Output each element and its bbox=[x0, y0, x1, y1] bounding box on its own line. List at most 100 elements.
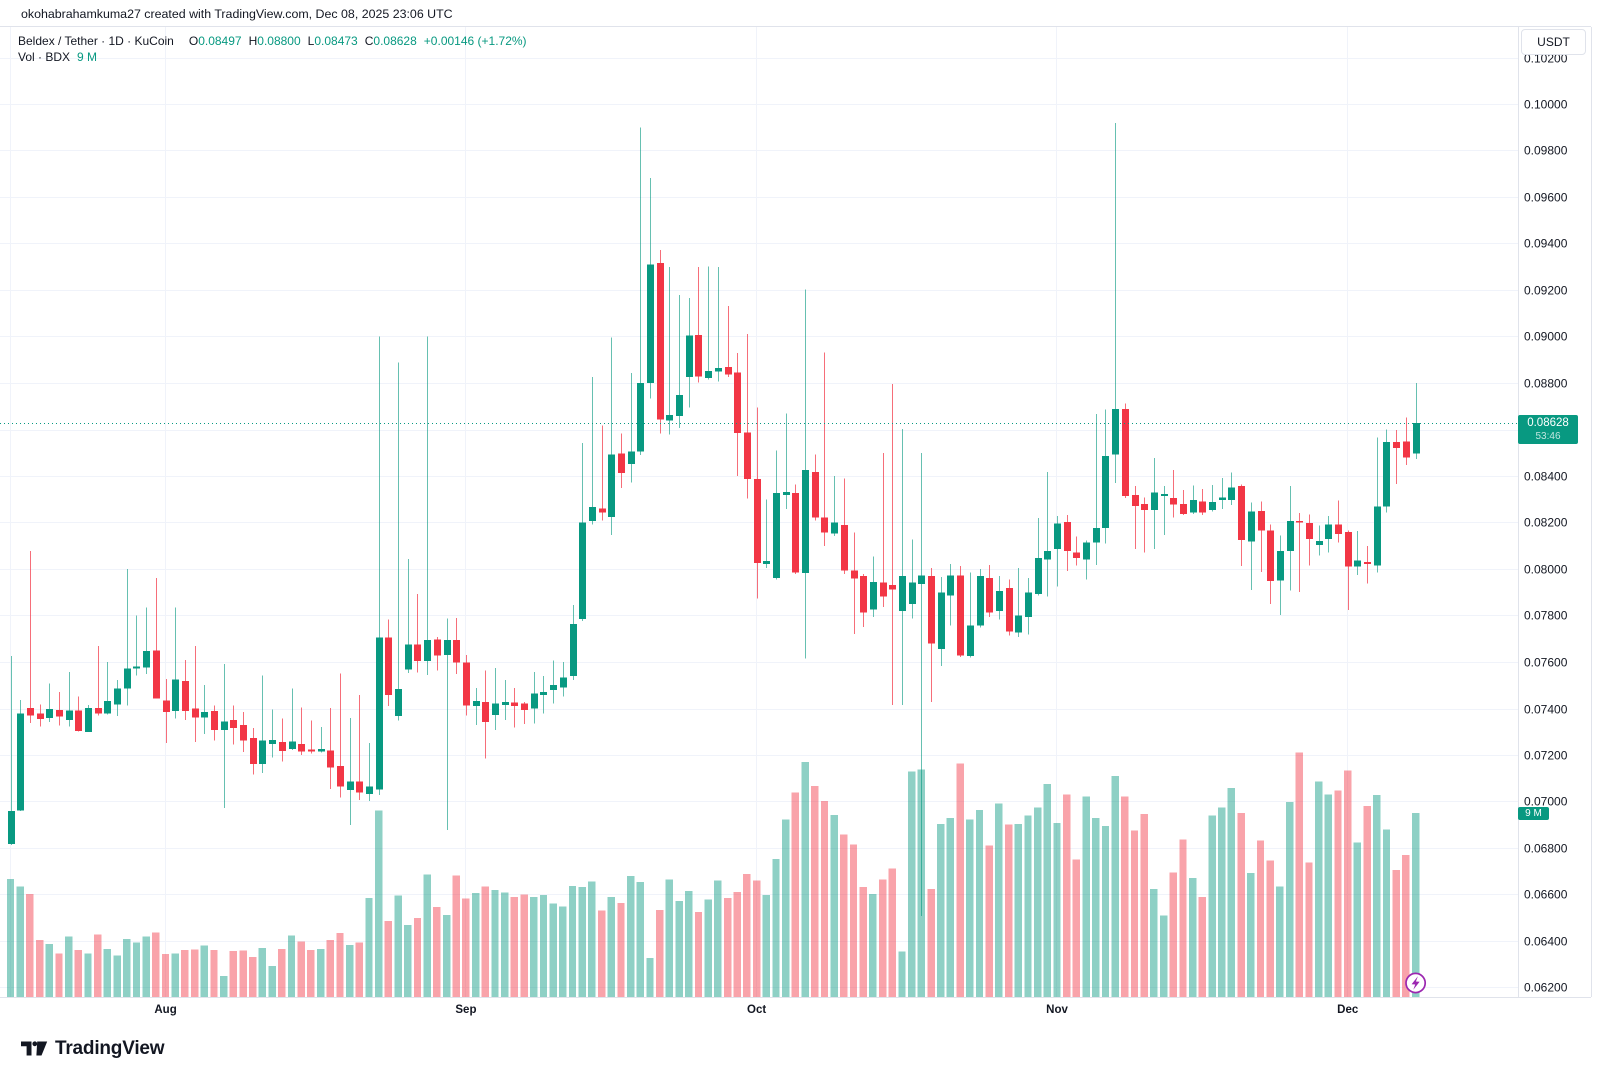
candle-body bbox=[192, 708, 199, 718]
price-tick-label[interactable]: 0.10000 bbox=[1524, 98, 1568, 112]
volume-bar bbox=[161, 954, 170, 997]
candle-body bbox=[550, 685, 557, 690]
candle-body bbox=[802, 469, 809, 574]
candle-body bbox=[967, 625, 974, 656]
candle-body bbox=[250, 738, 257, 764]
candle-body bbox=[1083, 542, 1090, 560]
price-tick-label[interactable]: 0.09400 bbox=[1524, 237, 1568, 251]
candle-body bbox=[1219, 497, 1226, 500]
chart-legend: Beldex / Tether · 1D · KuCoin O0.08497 H0.… bbox=[18, 33, 527, 65]
volume-bar bbox=[772, 858, 780, 997]
time-axis-label[interactable]: Dec bbox=[1337, 1004, 1359, 1016]
time-axis-label[interactable]: Sep bbox=[455, 1004, 476, 1016]
volume-bar bbox=[268, 966, 276, 997]
price-tick-label[interactable]: 0.09200 bbox=[1524, 284, 1568, 298]
symbol-title[interactable]: Beldex / Tether · 1D · KuCoin bbox=[18, 34, 174, 48]
price-tick-label[interactable]: 0.07600 bbox=[1524, 656, 1568, 670]
candle-body bbox=[1102, 456, 1109, 528]
volume-bar bbox=[462, 898, 470, 997]
volume-bar bbox=[520, 894, 528, 997]
volume-title[interactable]: Vol · BDX bbox=[18, 50, 71, 64]
price-tick-label[interactable]: 0.09000 bbox=[1524, 330, 1568, 344]
price-tick-label[interactable]: 0.07000 bbox=[1524, 795, 1568, 809]
candle-body bbox=[230, 719, 237, 728]
candle-body bbox=[763, 560, 770, 564]
candle-body bbox=[37, 713, 44, 719]
volume-bar bbox=[927, 889, 935, 997]
price-tick-label[interactable]: 0.06800 bbox=[1524, 842, 1568, 856]
volume-bar bbox=[1072, 859, 1081, 997]
price-tick-label[interactable]: 0.08000 bbox=[1524, 563, 1568, 577]
price-tick-label[interactable]: 0.07400 bbox=[1524, 703, 1568, 717]
volume-bar bbox=[1082, 796, 1090, 997]
candle-body bbox=[163, 700, 170, 712]
volume-bar bbox=[1130, 830, 1139, 997]
candle-body bbox=[1325, 524, 1332, 540]
candle-body bbox=[17, 713, 24, 811]
ohlc-letter: H bbox=[248, 34, 258, 48]
candle-body bbox=[1015, 615, 1022, 633]
candle-body bbox=[308, 749, 315, 752]
tradingview-logo[interactable]: TradingView bbox=[21, 1038, 165, 1060]
candle-body bbox=[104, 701, 111, 714]
time-axis-label[interactable]: Oct bbox=[747, 1004, 766, 1016]
volume-bar bbox=[530, 896, 538, 997]
lightning-bolt-icon[interactable] bbox=[1405, 972, 1427, 994]
candle-body bbox=[792, 492, 799, 573]
price-tick-label[interactable]: 0.07800 bbox=[1524, 609, 1568, 623]
volume-bar bbox=[1237, 813, 1245, 997]
candle-body bbox=[918, 575, 925, 584]
volume-bar bbox=[1256, 840, 1265, 997]
currency-toggle-button[interactable]: USDT bbox=[1521, 29, 1586, 55]
volume-bar bbox=[113, 955, 121, 997]
volume-bar bbox=[278, 948, 286, 997]
candle-body bbox=[637, 382, 644, 452]
volume-bar bbox=[675, 900, 683, 997]
candle-body bbox=[153, 650, 160, 699]
candle-body bbox=[492, 703, 499, 716]
price-tick-label[interactable]: 0.06600 bbox=[1524, 888, 1568, 902]
time-axis-label[interactable]: Nov bbox=[1046, 1004, 1068, 1016]
candle-body bbox=[676, 395, 683, 417]
lightning-bolt bbox=[1411, 976, 1420, 990]
volume-bar bbox=[1063, 794, 1071, 997]
volume-bar bbox=[801, 762, 809, 997]
price-tick-label[interactable]: 0.08800 bbox=[1524, 377, 1568, 391]
candle-body bbox=[473, 701, 480, 707]
candle-body bbox=[1190, 499, 1197, 513]
candle-body bbox=[1267, 530, 1274, 582]
legend-symbol-row: Beldex / Tether · 1D · KuCoin O0.08497 H0.… bbox=[18, 33, 527, 49]
volume-bar bbox=[617, 902, 625, 997]
candle-body bbox=[221, 721, 228, 731]
price-tick-label[interactable]: 0.08200 bbox=[1524, 516, 1568, 530]
volume-bar bbox=[365, 898, 373, 997]
volume-bar bbox=[597, 910, 606, 997]
volume-bar bbox=[636, 881, 645, 997]
candle-body bbox=[705, 370, 712, 378]
price-tick-label[interactable]: 0.06400 bbox=[1524, 935, 1568, 949]
volume-bar bbox=[1334, 790, 1342, 997]
volume-bar bbox=[491, 890, 499, 997]
candle-body bbox=[259, 740, 266, 764]
price-tick-label[interactable]: 0.08400 bbox=[1524, 470, 1568, 484]
volume-bar bbox=[64, 936, 73, 997]
price-tick-label[interactable]: 0.10200 bbox=[1524, 52, 1568, 66]
time-axis-label[interactable]: Aug bbox=[154, 1004, 176, 1016]
price-tick-label[interactable]: 0.09800 bbox=[1524, 144, 1568, 158]
volume-bar bbox=[413, 918, 422, 997]
candle-body bbox=[1006, 588, 1013, 632]
volume-bar bbox=[171, 953, 179, 997]
volume-bar bbox=[966, 819, 974, 997]
logomark-seven bbox=[36, 1041, 48, 1055]
candle-body bbox=[1383, 442, 1390, 507]
volume-bar bbox=[1285, 801, 1294, 997]
candle-body bbox=[851, 570, 858, 579]
ohlc-value: 0.08473 bbox=[314, 34, 358, 48]
volume-bar bbox=[743, 874, 751, 997]
price-tick-label[interactable]: 0.07200 bbox=[1524, 749, 1568, 763]
price-tick-label[interactable]: 0.06200 bbox=[1524, 981, 1568, 995]
candle-body bbox=[27, 708, 34, 716]
price-tick-label[interactable]: 0.09600 bbox=[1524, 191, 1568, 205]
volume-bar bbox=[26, 893, 34, 997]
